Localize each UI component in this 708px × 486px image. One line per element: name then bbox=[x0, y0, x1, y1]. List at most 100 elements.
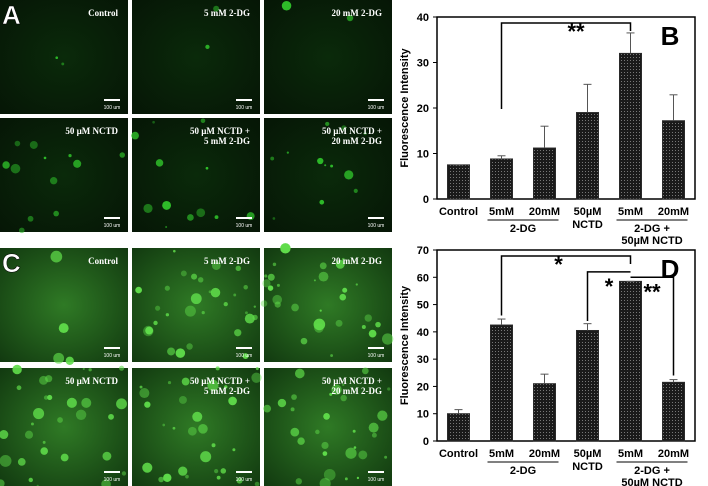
micrograph bbox=[132, 118, 260, 232]
cell-spot bbox=[164, 285, 170, 291]
x-tick-label: 5mM bbox=[489, 206, 514, 218]
cell-spot bbox=[344, 170, 354, 180]
cell-spot bbox=[57, 417, 63, 423]
cell-spot bbox=[223, 301, 228, 307]
y-tick-label: 30 bbox=[417, 58, 429, 70]
cell-spot bbox=[286, 151, 289, 154]
cell-spot bbox=[43, 156, 47, 160]
significance-bracket bbox=[500, 255, 632, 316]
cell-spot bbox=[197, 277, 204, 283]
cell-spot bbox=[187, 426, 197, 436]
cell-spot bbox=[243, 285, 248, 290]
bar bbox=[447, 164, 470, 200]
cell-spot bbox=[291, 394, 297, 400]
cell-spot bbox=[185, 474, 189, 479]
cell-spot bbox=[61, 62, 65, 66]
scale-label: 100 um bbox=[236, 105, 253, 111]
cell-spot bbox=[319, 309, 322, 312]
cell-spot bbox=[101, 479, 111, 486]
cell-spot bbox=[255, 367, 259, 371]
cell-spot bbox=[297, 437, 305, 445]
x-tick-label: 20mM bbox=[658, 448, 689, 460]
cell-spot bbox=[27, 215, 34, 222]
image-caption: 5 mM 2-DG bbox=[204, 136, 250, 146]
y-tick-label: 20 bbox=[417, 103, 429, 115]
cell-spot bbox=[184, 305, 196, 317]
bar bbox=[619, 52, 642, 200]
cell-spot bbox=[339, 293, 347, 301]
cell-spot bbox=[144, 401, 151, 408]
cell-spot bbox=[42, 440, 46, 444]
cell-spot bbox=[153, 320, 158, 326]
cell-spot bbox=[381, 333, 394, 345]
cell-spot bbox=[371, 432, 377, 438]
cell-spot bbox=[274, 301, 281, 308]
cell-spot bbox=[163, 473, 172, 482]
cell-spot bbox=[211, 261, 221, 270]
cell-spot bbox=[314, 323, 324, 333]
cell-spot bbox=[68, 154, 72, 158]
x-tick-label: 20mM bbox=[529, 448, 560, 460]
image-caption: 50 µM NCTD bbox=[65, 126, 118, 136]
cell-spot bbox=[319, 477, 331, 486]
x-tick-label: 50µM NCTD bbox=[572, 206, 603, 231]
cell-spot bbox=[40, 447, 48, 455]
cell-spot bbox=[342, 287, 348, 293]
x-tick-label: 50µM NCTD bbox=[572, 448, 603, 473]
y-tick-label: 10 bbox=[417, 409, 429, 421]
cell-spot bbox=[181, 377, 190, 386]
group-label: 2-DG +50µM NCTD bbox=[621, 465, 682, 486]
image-caption: 50 µM NCTD + bbox=[190, 376, 250, 386]
y-tick-label: 40 bbox=[417, 327, 429, 339]
cell-spot bbox=[0, 429, 9, 440]
cell-spot bbox=[276, 283, 280, 287]
cell-spot bbox=[28, 477, 33, 483]
cell-spot bbox=[262, 279, 271, 288]
cell-spot bbox=[355, 283, 358, 286]
image-caption: 5 mM 2-DG bbox=[204, 386, 250, 396]
bar bbox=[533, 383, 556, 442]
cell-spot bbox=[318, 271, 329, 282]
cell-spot bbox=[131, 131, 139, 140]
cell-spot bbox=[191, 273, 198, 280]
cell-spot bbox=[66, 397, 77, 408]
cell-spot bbox=[2, 161, 10, 169]
cell-spot bbox=[167, 347, 176, 356]
cell-spot bbox=[232, 448, 236, 452]
cell-spot bbox=[322, 451, 328, 456]
scale-label: 100 um bbox=[236, 353, 253, 359]
x-tick-label: 20mM bbox=[529, 206, 560, 218]
cell-spot bbox=[363, 131, 367, 136]
cell-spot bbox=[384, 455, 388, 459]
cell-spot bbox=[167, 381, 172, 385]
cell-spot bbox=[300, 337, 308, 345]
cell-spot bbox=[205, 166, 209, 170]
cell-spot bbox=[175, 348, 186, 358]
cell-spot bbox=[281, 0, 292, 11]
cell-spot bbox=[245, 311, 248, 315]
cell-spot bbox=[43, 395, 49, 400]
cell-spot bbox=[211, 443, 216, 448]
cell-spot bbox=[368, 329, 377, 338]
significance: * bbox=[554, 252, 563, 277]
cell-spot bbox=[235, 265, 241, 272]
significance: ** bbox=[643, 279, 661, 304]
cell-spot bbox=[251, 372, 262, 383]
bar bbox=[662, 120, 685, 200]
cell-spot bbox=[16, 385, 22, 391]
cell-spot bbox=[335, 319, 343, 327]
cell-spot bbox=[340, 394, 347, 402]
significance: * bbox=[605, 274, 614, 299]
y-tick-label: 50 bbox=[417, 300, 429, 312]
cell-spot bbox=[270, 156, 275, 161]
cell-spot bbox=[325, 121, 330, 127]
group-label: 2-DG bbox=[510, 465, 536, 477]
group-label: 2-DG bbox=[510, 223, 536, 235]
cell-spot bbox=[213, 5, 220, 12]
cell-spot bbox=[341, 257, 345, 261]
cell-spot bbox=[317, 157, 324, 165]
cell-spot bbox=[364, 314, 372, 322]
scale-label: 100 um bbox=[236, 223, 253, 229]
cell-spot bbox=[264, 274, 268, 278]
image-caption: 50 µM NCTD + bbox=[322, 376, 382, 386]
